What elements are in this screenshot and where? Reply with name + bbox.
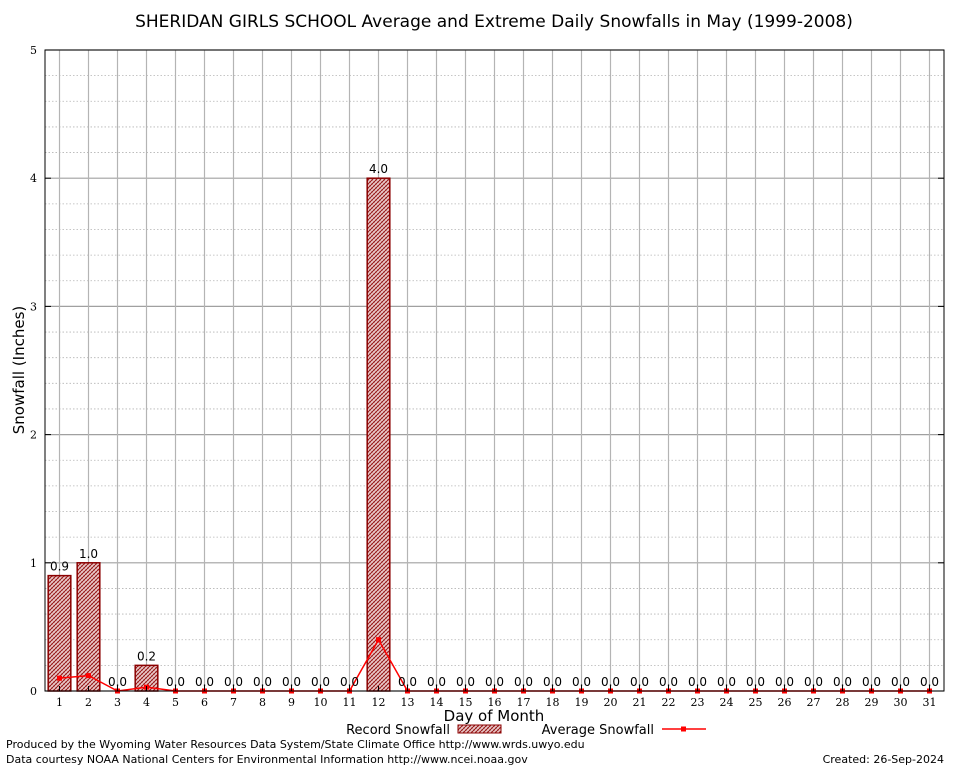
record-bars (47, 177, 391, 692)
x-tick-label: 16 (488, 696, 502, 709)
y-tick-label: 4 (30, 172, 37, 185)
x-tick-label: 15 (459, 696, 473, 709)
data-label: 0.0 (195, 675, 214, 689)
x-tick-label: 13 (401, 696, 415, 709)
data-label: 0.0 (688, 675, 707, 689)
x-tick-label: 1 (56, 696, 63, 709)
x-tick-label: 8 (259, 696, 266, 709)
legend-swatch-record (457, 724, 502, 734)
x-axis-title: Day of Month (444, 707, 545, 725)
x-tick-label: 11 (343, 696, 357, 709)
x-tick-label: 12 (372, 696, 386, 709)
average-point (57, 675, 62, 681)
legend-label-record: Record Snowfall (346, 723, 450, 738)
x-tick-label: 20 (604, 696, 618, 709)
data-label: 0.0 (311, 675, 330, 689)
x-tick-label: 14 (430, 696, 444, 709)
x-tick-label: 3 (114, 696, 121, 709)
data-label: 0.0 (572, 675, 591, 689)
x-tick-label: 24 (720, 696, 734, 709)
x-tick-label: 30 (894, 696, 908, 709)
x-tick-label: 28 (836, 696, 850, 709)
x-tick-label: 5 (172, 696, 179, 709)
data-label: 0.0 (253, 675, 272, 689)
y-tick-label: 1 (30, 557, 37, 570)
x-tick-label: 23 (691, 696, 705, 709)
data-label: 0.0 (804, 675, 823, 689)
x-tick-label: 6 (201, 696, 208, 709)
x-tick-label: 22 (662, 696, 676, 709)
x-tick-label: 18 (546, 696, 560, 709)
data-label: 0.0 (543, 675, 562, 689)
average-point (376, 637, 381, 643)
data-label: 0.0 (340, 675, 359, 689)
data-label: 0.0 (108, 675, 127, 689)
record-bar (76, 562, 101, 692)
data-label: 0.0 (775, 675, 794, 689)
legend: Record Snowfall Average Snowfall (346, 723, 706, 738)
data-label: 0.0 (456, 675, 475, 689)
data-label: 0.0 (862, 675, 881, 689)
data-label: 0.0 (746, 675, 765, 689)
data-label: 0.0 (920, 675, 939, 689)
data-label: 0.0 (630, 675, 649, 689)
data-label: 0.0 (427, 675, 446, 689)
data-label: 4.0 (369, 162, 388, 176)
data-label: 0.0 (891, 675, 910, 689)
x-tick-label: 31 (923, 696, 937, 709)
data-label: 0.0 (601, 675, 620, 689)
x-tick-label: 27 (807, 696, 821, 709)
x-tick-label: 10 (314, 696, 328, 709)
data-label: 0.9 (50, 560, 69, 574)
x-tick-label: 26 (778, 696, 792, 709)
data-label: 1.0 (79, 547, 98, 561)
footer-data-courtesy: Data courtesy NOAA National Centers for … (6, 753, 528, 766)
record-bar (366, 177, 391, 692)
footer-produced-by: Produced by the Wyoming Water Resources … (6, 738, 585, 751)
data-label: 0.0 (398, 675, 417, 689)
x-tick-label: 21 (633, 696, 647, 709)
y-tick-label: 0 (30, 685, 37, 698)
data-labels: 0.9 1.0 0.0 0.2 0.0 0.0 0.0 0.0 0.0 0.0 0.0 4.0 0.0 0… (50, 162, 939, 689)
y-tick-label: 3 (30, 300, 37, 313)
data-label: 0.0 (166, 675, 185, 689)
y-tick-label: 2 (30, 429, 37, 442)
data-label: 0.0 (282, 675, 301, 689)
legend-marker-average (681, 726, 686, 732)
x-tick-label: 9 (288, 696, 295, 709)
x-tick-label: 2 (85, 696, 92, 709)
data-label: 0.0 (659, 675, 678, 689)
average-point (86, 673, 91, 679)
x-tick-label: 19 (575, 696, 589, 709)
x-tick-label: 17 (517, 696, 531, 709)
chart-title: SHERIDAN GIRLS SCHOOL Average and Extrem… (135, 12, 853, 32)
y-axis-ticks: 0 1 2 3 4 5 (30, 44, 944, 698)
data-label: 0.0 (717, 675, 736, 689)
grid-lines (45, 49, 944, 692)
data-label: 0.2 (137, 649, 156, 663)
y-tick-label: 5 (30, 44, 37, 57)
footer-created-date: Created: 26-Sep-2024 (823, 753, 944, 766)
x-axis-ticks: 1 2 3 4 5 6 7 8 9 10 11 12 13 14 15 16 17 18 19 20 21 22 23 24 2… (56, 686, 937, 709)
x-tick-label: 4 (143, 696, 150, 709)
x-tick-label: 25 (749, 696, 763, 709)
data-label: 0.0 (485, 675, 504, 689)
y-axis-title: Snowfall (Inches) (10, 306, 28, 434)
data-label: 0.0 (224, 675, 243, 689)
x-tick-label: 29 (865, 696, 879, 709)
data-label: 0.0 (514, 675, 533, 689)
legend-label-average: Average Snowfall (542, 723, 654, 738)
record-bar (47, 574, 72, 692)
data-label: 0.0 (833, 675, 852, 689)
x-tick-label: 7 (230, 696, 237, 709)
